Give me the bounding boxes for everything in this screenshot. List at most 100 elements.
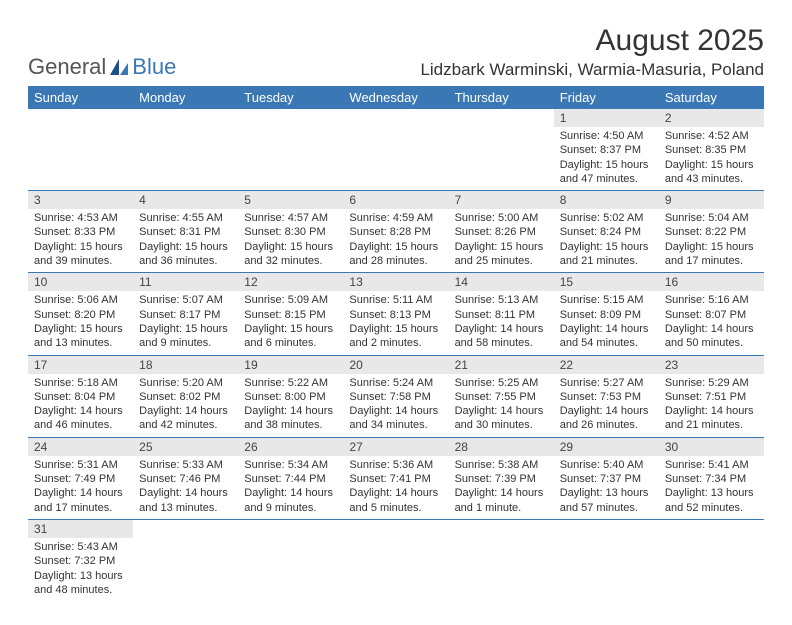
day-number: 12 — [238, 273, 343, 291]
calendar-cell: 8Sunrise: 5:02 AMSunset: 8:24 PMDaylight… — [554, 191, 659, 273]
day-number: 10 — [28, 273, 133, 291]
day-details: Sunrise: 5:00 AMSunset: 8:26 PMDaylight:… — [449, 209, 554, 272]
calendar-cell: 4Sunrise: 4:55 AMSunset: 8:31 PMDaylight… — [133, 191, 238, 273]
calendar-cell: 20Sunrise: 5:24 AMSunset: 7:58 PMDayligh… — [343, 355, 448, 437]
day-number: 3 — [28, 191, 133, 209]
day-details: Sunrise: 4:55 AMSunset: 8:31 PMDaylight:… — [133, 209, 238, 272]
calendar-cell — [659, 519, 764, 601]
day-details: Sunrise: 5:06 AMSunset: 8:20 PMDaylight:… — [28, 291, 133, 354]
day-details: Sunrise: 4:52 AMSunset: 8:35 PMDaylight:… — [659, 127, 764, 190]
day-number: 6 — [343, 191, 448, 209]
day-number: 18 — [133, 356, 238, 374]
day-number-empty — [343, 109, 448, 127]
calendar-cell: 23Sunrise: 5:29 AMSunset: 7:51 PMDayligh… — [659, 355, 764, 437]
day-number: 25 — [133, 438, 238, 456]
day-body-empty — [28, 127, 133, 147]
day-details: Sunrise: 5:31 AMSunset: 7:49 PMDaylight:… — [28, 456, 133, 519]
day-number-empty — [238, 520, 343, 538]
calendar-cell: 28Sunrise: 5:38 AMSunset: 7:39 PMDayligh… — [449, 437, 554, 519]
calendar-cell: 10Sunrise: 5:06 AMSunset: 8:20 PMDayligh… — [28, 273, 133, 355]
day-number: 1 — [554, 109, 659, 127]
calendar-cell: 15Sunrise: 5:15 AMSunset: 8:09 PMDayligh… — [554, 273, 659, 355]
calendar-week-row: 24Sunrise: 5:31 AMSunset: 7:49 PMDayligh… — [28, 437, 764, 519]
day-number: 19 — [238, 356, 343, 374]
calendar-cell: 26Sunrise: 5:34 AMSunset: 7:44 PMDayligh… — [238, 437, 343, 519]
title-block: August 2025 Lidzbark Warminski, Warmia-M… — [420, 24, 764, 80]
calendar-cell — [133, 519, 238, 601]
calendar-cell: 29Sunrise: 5:40 AMSunset: 7:37 PMDayligh… — [554, 437, 659, 519]
day-details: Sunrise: 5:24 AMSunset: 7:58 PMDaylight:… — [343, 374, 448, 437]
calendar-page: General Blue August 2025 Lidzbark Warmin… — [0, 0, 792, 625]
calendar-cell: 16Sunrise: 5:16 AMSunset: 8:07 PMDayligh… — [659, 273, 764, 355]
calendar-cell — [343, 519, 448, 601]
weekday-header: Thursday — [449, 86, 554, 109]
calendar-cell: 2Sunrise: 4:52 AMSunset: 8:35 PMDaylight… — [659, 109, 764, 191]
day-details: Sunrise: 5:43 AMSunset: 7:32 PMDaylight:… — [28, 538, 133, 601]
calendar-cell: 14Sunrise: 5:13 AMSunset: 8:11 PMDayligh… — [449, 273, 554, 355]
calendar-cell: 21Sunrise: 5:25 AMSunset: 7:55 PMDayligh… — [449, 355, 554, 437]
calendar-cell: 11Sunrise: 5:07 AMSunset: 8:17 PMDayligh… — [133, 273, 238, 355]
day-number-empty — [133, 520, 238, 538]
day-details: Sunrise: 5:18 AMSunset: 8:04 PMDaylight:… — [28, 374, 133, 437]
day-number-empty — [133, 109, 238, 127]
day-details: Sunrise: 5:36 AMSunset: 7:41 PMDaylight:… — [343, 456, 448, 519]
day-body-empty — [554, 538, 659, 558]
day-number: 31 — [28, 520, 133, 538]
location-text: Lidzbark Warminski, Warmia-Masuria, Pola… — [420, 60, 764, 80]
day-body-empty — [133, 127, 238, 147]
weekday-header: Friday — [554, 86, 659, 109]
calendar-week-row: 3Sunrise: 4:53 AMSunset: 8:33 PMDaylight… — [28, 191, 764, 273]
logo: General Blue — [28, 54, 176, 80]
calendar-cell: 7Sunrise: 5:00 AMSunset: 8:26 PMDaylight… — [449, 191, 554, 273]
calendar-week-row: 10Sunrise: 5:06 AMSunset: 8:20 PMDayligh… — [28, 273, 764, 355]
calendar-cell: 30Sunrise: 5:41 AMSunset: 7:34 PMDayligh… — [659, 437, 764, 519]
day-number: 14 — [449, 273, 554, 291]
day-number: 13 — [343, 273, 448, 291]
day-number-empty — [28, 109, 133, 127]
day-details: Sunrise: 4:59 AMSunset: 8:28 PMDaylight:… — [343, 209, 448, 272]
month-title: August 2025 — [420, 24, 764, 58]
calendar-cell — [238, 519, 343, 601]
day-number-empty — [343, 520, 448, 538]
day-number: 28 — [449, 438, 554, 456]
day-details: Sunrise: 5:27 AMSunset: 7:53 PMDaylight:… — [554, 374, 659, 437]
calendar-cell: 17Sunrise: 5:18 AMSunset: 8:04 PMDayligh… — [28, 355, 133, 437]
page-header: General Blue August 2025 Lidzbark Warmin… — [28, 24, 764, 80]
calendar-cell: 22Sunrise: 5:27 AMSunset: 7:53 PMDayligh… — [554, 355, 659, 437]
day-number: 22 — [554, 356, 659, 374]
day-number-empty — [449, 109, 554, 127]
calendar-cell: 27Sunrise: 5:36 AMSunset: 7:41 PMDayligh… — [343, 437, 448, 519]
calendar-cell — [28, 109, 133, 191]
day-details: Sunrise: 5:29 AMSunset: 7:51 PMDaylight:… — [659, 374, 764, 437]
day-number: 21 — [449, 356, 554, 374]
calendar-cell: 24Sunrise: 5:31 AMSunset: 7:49 PMDayligh… — [28, 437, 133, 519]
day-body-empty — [449, 538, 554, 558]
calendar-cell: 18Sunrise: 5:20 AMSunset: 8:02 PMDayligh… — [133, 355, 238, 437]
day-details: Sunrise: 5:22 AMSunset: 8:00 PMDaylight:… — [238, 374, 343, 437]
day-details: Sunrise: 5:25 AMSunset: 7:55 PMDaylight:… — [449, 374, 554, 437]
day-number: 17 — [28, 356, 133, 374]
weekday-header: Monday — [133, 86, 238, 109]
day-number-empty — [449, 520, 554, 538]
calendar-cell: 13Sunrise: 5:11 AMSunset: 8:13 PMDayligh… — [343, 273, 448, 355]
weekday-header: Tuesday — [238, 86, 343, 109]
calendar-cell — [133, 109, 238, 191]
day-number-empty — [659, 520, 764, 538]
day-details: Sunrise: 5:20 AMSunset: 8:02 PMDaylight:… — [133, 374, 238, 437]
day-body-empty — [133, 538, 238, 558]
day-details: Sunrise: 5:13 AMSunset: 8:11 PMDaylight:… — [449, 291, 554, 354]
logo-text-1: General — [28, 54, 106, 80]
day-body-empty — [238, 538, 343, 558]
day-number: 15 — [554, 273, 659, 291]
calendar-cell: 9Sunrise: 5:04 AMSunset: 8:22 PMDaylight… — [659, 191, 764, 273]
day-number: 5 — [238, 191, 343, 209]
day-body-empty — [343, 538, 448, 558]
day-number: 20 — [343, 356, 448, 374]
day-number: 23 — [659, 356, 764, 374]
day-details: Sunrise: 4:50 AMSunset: 8:37 PMDaylight:… — [554, 127, 659, 190]
calendar-cell: 6Sunrise: 4:59 AMSunset: 8:28 PMDaylight… — [343, 191, 448, 273]
day-number: 2 — [659, 109, 764, 127]
day-number: 8 — [554, 191, 659, 209]
calendar-cell: 5Sunrise: 4:57 AMSunset: 8:30 PMDaylight… — [238, 191, 343, 273]
calendar-cell: 19Sunrise: 5:22 AMSunset: 8:00 PMDayligh… — [238, 355, 343, 437]
